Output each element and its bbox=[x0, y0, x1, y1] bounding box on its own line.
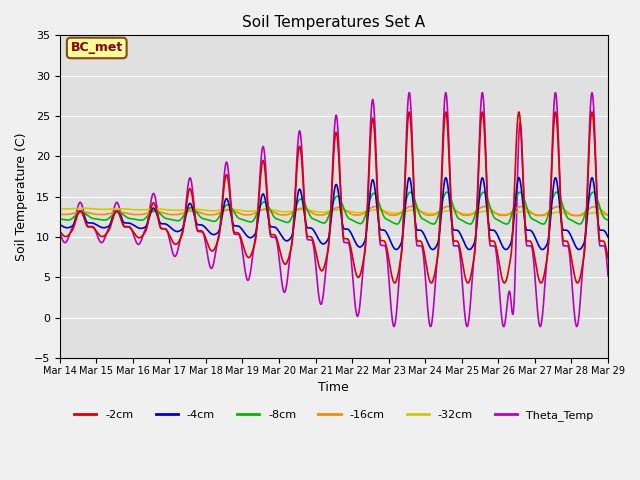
-16cm bbox=[349, 212, 357, 218]
-16cm bbox=[574, 213, 582, 218]
-32cm bbox=[209, 208, 217, 214]
Text: BC_met: BC_met bbox=[70, 41, 123, 54]
-2cm bbox=[556, 174, 563, 180]
-16cm bbox=[362, 209, 369, 215]
Line: Theta_Temp: Theta_Temp bbox=[60, 93, 608, 326]
-16cm bbox=[209, 212, 216, 217]
-2cm bbox=[493, 248, 501, 254]
-2cm bbox=[571, 274, 579, 279]
-4cm bbox=[604, 234, 612, 240]
-2cm bbox=[604, 255, 612, 261]
-8cm bbox=[571, 219, 579, 225]
Theta_Temp bbox=[571, 316, 579, 322]
Theta_Temp bbox=[500, 324, 508, 329]
-4cm bbox=[575, 247, 583, 252]
-32cm bbox=[362, 209, 369, 215]
Theta_Temp bbox=[209, 264, 216, 270]
-2cm bbox=[588, 109, 596, 115]
-4cm bbox=[588, 175, 596, 180]
-16cm bbox=[56, 211, 63, 217]
-8cm bbox=[349, 218, 357, 224]
-8cm bbox=[362, 212, 369, 218]
-16cm bbox=[556, 204, 564, 210]
-4cm bbox=[209, 231, 216, 237]
Theta_Temp bbox=[56, 229, 63, 235]
-4cm bbox=[556, 201, 563, 207]
-2cm bbox=[56, 228, 63, 234]
X-axis label: Time: Time bbox=[319, 381, 349, 394]
Line: -32cm: -32cm bbox=[60, 208, 608, 216]
-32cm bbox=[571, 213, 579, 218]
Theta_Temp bbox=[604, 273, 612, 279]
-32cm bbox=[79, 205, 87, 211]
Theta_Temp bbox=[362, 240, 369, 246]
Line: -4cm: -4cm bbox=[60, 178, 608, 250]
-2cm bbox=[573, 280, 581, 286]
Y-axis label: Soil Temperature (C): Soil Temperature (C) bbox=[15, 132, 28, 261]
-2cm bbox=[209, 248, 216, 254]
-2cm bbox=[349, 259, 357, 265]
-4cm bbox=[571, 241, 579, 247]
-32cm bbox=[350, 209, 358, 215]
Legend: -2cm, -4cm, -8cm, -16cm, -32cm, Theta_Temp: -2cm, -4cm, -8cm, -16cm, -32cm, Theta_Te… bbox=[70, 406, 598, 425]
-8cm bbox=[576, 221, 584, 227]
Line: -8cm: -8cm bbox=[60, 192, 608, 224]
-32cm bbox=[556, 209, 564, 215]
Theta_Temp bbox=[588, 90, 596, 96]
-8cm bbox=[556, 193, 563, 199]
-32cm bbox=[604, 213, 612, 218]
-4cm bbox=[493, 231, 501, 237]
-8cm bbox=[493, 216, 501, 222]
-2cm bbox=[362, 244, 369, 250]
Line: -16cm: -16cm bbox=[60, 206, 608, 216]
-4cm bbox=[56, 222, 63, 228]
-4cm bbox=[362, 236, 369, 241]
-32cm bbox=[56, 206, 63, 212]
-8cm bbox=[589, 189, 597, 195]
-8cm bbox=[604, 217, 612, 223]
-16cm bbox=[408, 204, 415, 209]
-8cm bbox=[56, 216, 63, 222]
Theta_Temp bbox=[493, 257, 501, 263]
-8cm bbox=[209, 218, 216, 224]
-16cm bbox=[571, 213, 579, 218]
Line: -2cm: -2cm bbox=[60, 112, 608, 283]
-4cm bbox=[349, 235, 357, 241]
-16cm bbox=[604, 212, 612, 218]
Theta_Temp bbox=[349, 284, 357, 290]
Theta_Temp bbox=[556, 175, 564, 180]
-32cm bbox=[575, 213, 582, 218]
-32cm bbox=[493, 211, 501, 216]
-16cm bbox=[493, 211, 501, 217]
Title: Soil Temperatures Set A: Soil Temperatures Set A bbox=[243, 15, 426, 30]
